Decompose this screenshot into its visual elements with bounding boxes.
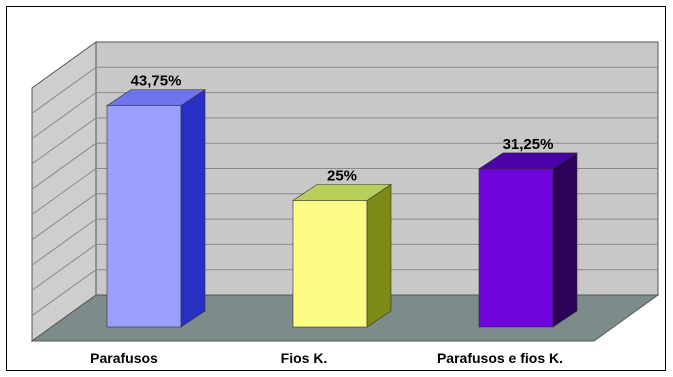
bar-side xyxy=(552,152,578,328)
gridline-side xyxy=(31,142,97,190)
bar-top xyxy=(292,184,392,201)
gridline-side xyxy=(31,66,97,114)
bar-top xyxy=(106,89,206,106)
bar-2 xyxy=(292,183,392,328)
bar-1 xyxy=(106,89,206,328)
gridline-side xyxy=(31,269,97,317)
gridline-side xyxy=(31,193,97,241)
category-labels: Parafusos Fios K. Parafusos e fios K. xyxy=(90,350,563,366)
bars xyxy=(106,89,578,328)
bar-front xyxy=(292,200,368,328)
gridline-side xyxy=(31,168,97,215)
bar-front xyxy=(106,105,182,328)
gridline-side xyxy=(31,92,97,140)
category-label: Fios K. xyxy=(281,350,328,366)
data-label: 31,25% xyxy=(503,136,554,153)
gridline-side xyxy=(31,218,97,266)
bar-3 xyxy=(478,152,578,328)
bar-side xyxy=(366,183,392,328)
bar-front xyxy=(478,168,554,328)
bar-side xyxy=(180,89,206,328)
data-labels: 43,75% 25% 31,25% xyxy=(131,73,554,185)
chart-frame xyxy=(6,6,666,371)
gridline-side xyxy=(31,117,97,165)
data-label: 25% xyxy=(327,168,357,185)
data-label: 43,75% xyxy=(131,73,182,90)
category-label: Parafusos xyxy=(90,350,158,366)
bar-top xyxy=(478,152,578,170)
category-label: Parafusos e fios K. xyxy=(437,350,563,366)
gridline-side xyxy=(31,243,97,291)
